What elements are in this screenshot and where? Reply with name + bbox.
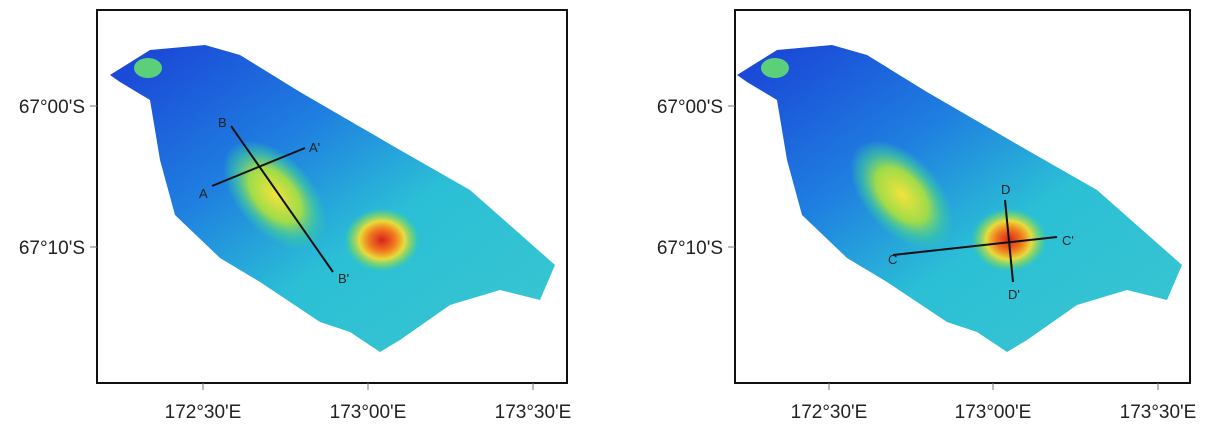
profile-start: B [218, 115, 227, 130]
profile-start: D [1001, 182, 1010, 197]
y-tick-label: 67°10'S [19, 238, 85, 259]
left-panel: A A' B B' 67°00'S 67°10'S 172°30'E 173°0… [19, 10, 572, 423]
profile-end: B' [338, 271, 349, 286]
profile-end: D' [1008, 287, 1020, 302]
y-tick-label: 67°00'S [19, 97, 85, 118]
x-tick-label: 173°30'E [1120, 402, 1197, 423]
y-tick-label: 67°00'S [657, 97, 723, 118]
x-tick-label: 172°30'E [165, 402, 242, 423]
profile-end: C' [1062, 233, 1074, 248]
profile-end: A' [309, 140, 320, 155]
bathymetry [110, 45, 555, 352]
x-tick-label: 173°00'E [955, 402, 1032, 423]
profile-start: A [199, 186, 208, 201]
x-tick-label: 173°00'E [330, 402, 407, 423]
x-tick-label: 173°30'E [495, 402, 572, 423]
y-tick-label: 67°10'S [657, 238, 723, 259]
profile-start: C [888, 252, 897, 267]
x-tick-label: 172°30'E [791, 402, 868, 423]
map-figure: A A' B B' 67°00'S 67°10'S 172°30'E 173°0… [0, 0, 1218, 430]
bathymetry [737, 45, 1182, 352]
right-panel: C C' D D' 67°00'S 67°10'S 172°30'E 173°0… [657, 10, 1197, 423]
